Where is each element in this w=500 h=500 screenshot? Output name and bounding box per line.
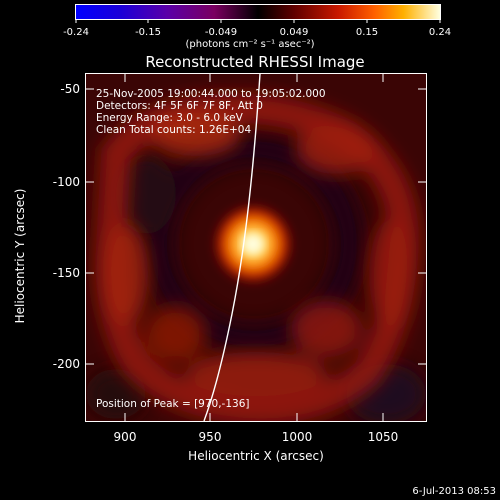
colorbar-ticks xyxy=(75,19,441,23)
colorbar-tick: -0.049 xyxy=(204,27,238,38)
y-tick-label: -200 xyxy=(52,357,80,371)
x-axis-label: Heliocentric X (arcsec) xyxy=(188,449,324,463)
annotation-detectors: Detectors: 4F 5F 6F 7F 8F, Att 0 xyxy=(96,100,263,112)
x-tick-label: 950 xyxy=(198,430,222,444)
y-tick-label: -50 xyxy=(60,82,80,96)
colorbar-tick: -0.24 xyxy=(63,27,89,38)
plot-title: Reconstructed RHESSI Image xyxy=(145,53,365,71)
xray-image xyxy=(86,74,426,421)
solar-limb-line xyxy=(203,74,261,421)
colorbar-units: (photons cm⁻² s⁻¹ asec⁻²) xyxy=(185,39,315,50)
annotation-time: 25-Nov-2005 19:00:44.000 to 19:05:02.000 xyxy=(96,88,326,100)
colorbar xyxy=(75,4,441,20)
annotation-clean: Clean Total counts: 1.26E+04 xyxy=(96,124,252,136)
annotation-peak: Position of Peak = [970,-136] xyxy=(96,398,250,410)
render-timestamp: 6-Jul-2013 08:53 xyxy=(412,486,496,497)
annotation-energy: Energy Range: 3.0 - 6.0 keV xyxy=(96,112,243,124)
colorbar-tick: 0.15 xyxy=(355,27,379,38)
y-axis-label: Heliocentric Y (arcsec) xyxy=(13,188,27,324)
image-frame: 25-Nov-2005 19:00:44.000 to 19:05:02.000… xyxy=(85,73,427,422)
colorbar-tick: -0.15 xyxy=(135,27,161,38)
x-tick-label: 1000 xyxy=(281,430,313,444)
colorbar-tick: 0.24 xyxy=(428,27,452,38)
y-tick-label: -100 xyxy=(52,175,80,189)
colorbar-gradient xyxy=(76,5,440,19)
x-tick-label: 1050 xyxy=(367,430,399,444)
colorbar-tick: 0.049 xyxy=(279,27,309,38)
x-tick-label: 900 xyxy=(113,430,137,444)
y-tick-label: -150 xyxy=(52,266,80,280)
